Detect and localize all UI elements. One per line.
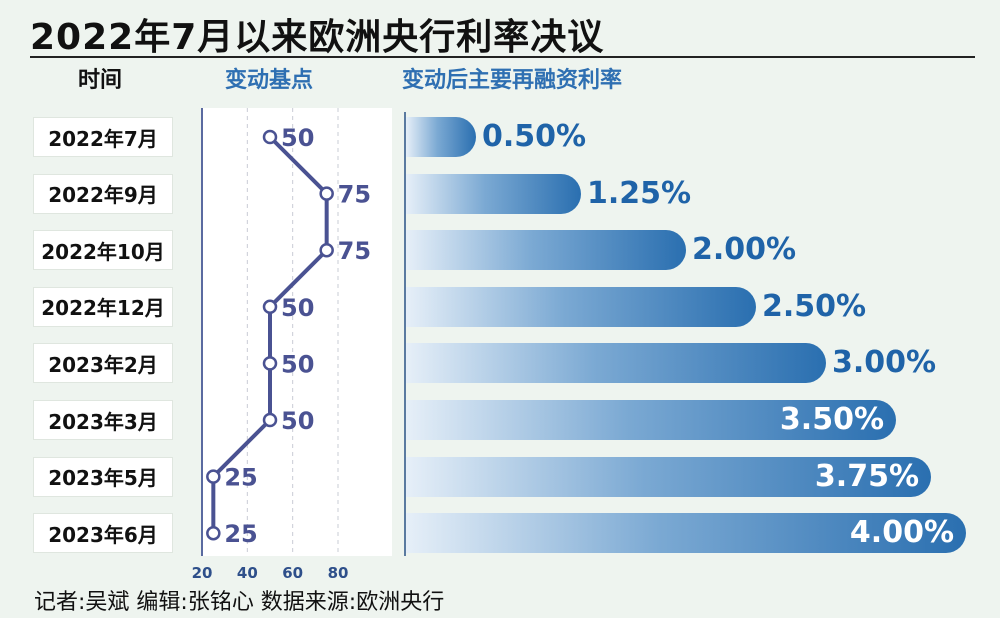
rate-bar bbox=[406, 117, 476, 157]
rate-bar bbox=[406, 230, 686, 271]
bp-value-label: 50 bbox=[281, 294, 314, 322]
date-label: 2022年12月 bbox=[33, 286, 173, 327]
bp-value-label: 75 bbox=[338, 237, 371, 265]
bp-value-label: 50 bbox=[281, 407, 314, 435]
rate-value-label: 1.25% bbox=[587, 175, 692, 211]
date-label: 2022年9月 bbox=[33, 173, 173, 214]
bp-point bbox=[319, 242, 334, 258]
rate-value-label: 4.00% bbox=[849, 515, 954, 551]
bp-point bbox=[262, 299, 278, 315]
rate-bar bbox=[406, 456, 931, 497]
bp-column-header: 变动基点 bbox=[225, 68, 314, 93]
title-divider bbox=[30, 56, 975, 58]
rate-bar bbox=[406, 400, 896, 440]
bp-plot-area bbox=[202, 108, 392, 556]
bar-axis-line bbox=[404, 112, 406, 556]
bp-value-label: 75 bbox=[338, 181, 371, 209]
rate-value-label: 2.00% bbox=[692, 232, 797, 268]
rate-bar bbox=[406, 286, 756, 327]
date-label: 2022年7月 bbox=[33, 117, 173, 157]
date-label: 2022年10月 bbox=[33, 230, 173, 271]
rate-value-label: 3.75% bbox=[814, 458, 919, 494]
time-column-header: 时间 bbox=[78, 68, 123, 93]
bp-value-label: 25 bbox=[224, 464, 257, 492]
rate-bar bbox=[406, 173, 581, 214]
rate-bar bbox=[406, 343, 826, 384]
rate-bar bbox=[406, 513, 966, 554]
rate-value-label: 3.50% bbox=[779, 402, 884, 437]
bp-point bbox=[206, 469, 221, 484]
bp-value-label: 50 bbox=[281, 124, 314, 152]
bp-point bbox=[206, 525, 221, 541]
date-label: 2023年5月 bbox=[33, 456, 173, 497]
rate-value-label: 3.00% bbox=[832, 345, 937, 381]
date-label: 2023年6月 bbox=[33, 513, 173, 554]
bp-series-line bbox=[211, 135, 329, 534]
date-label: 2023年2月 bbox=[33, 343, 173, 384]
x-tick-label: 20 bbox=[192, 564, 213, 582]
bp-point bbox=[262, 356, 278, 371]
bp-point bbox=[262, 412, 278, 428]
rate-value-label: 0.50% bbox=[482, 119, 587, 154]
bp-value-label: 50 bbox=[281, 350, 314, 378]
bp-point bbox=[262, 129, 278, 145]
rate-column-header: 变动后主要再融资利率 bbox=[402, 68, 623, 93]
rate-value-label: 2.50% bbox=[762, 288, 867, 324]
bp-value-label: 25 bbox=[224, 520, 257, 548]
x-tick-label: 40 bbox=[237, 564, 258, 582]
x-tick-label: 60 bbox=[282, 564, 303, 582]
date-label: 2023年3月 bbox=[33, 400, 173, 440]
bp-point bbox=[319, 186, 334, 201]
footer-credits: 记者:吴斌 编辑:张铭心 数据来源:欧洲央行 bbox=[34, 590, 445, 615]
x-tick-label: 80 bbox=[328, 564, 349, 582]
chart-title: 2022年7月以来欧洲央行利率决议 bbox=[30, 17, 605, 58]
